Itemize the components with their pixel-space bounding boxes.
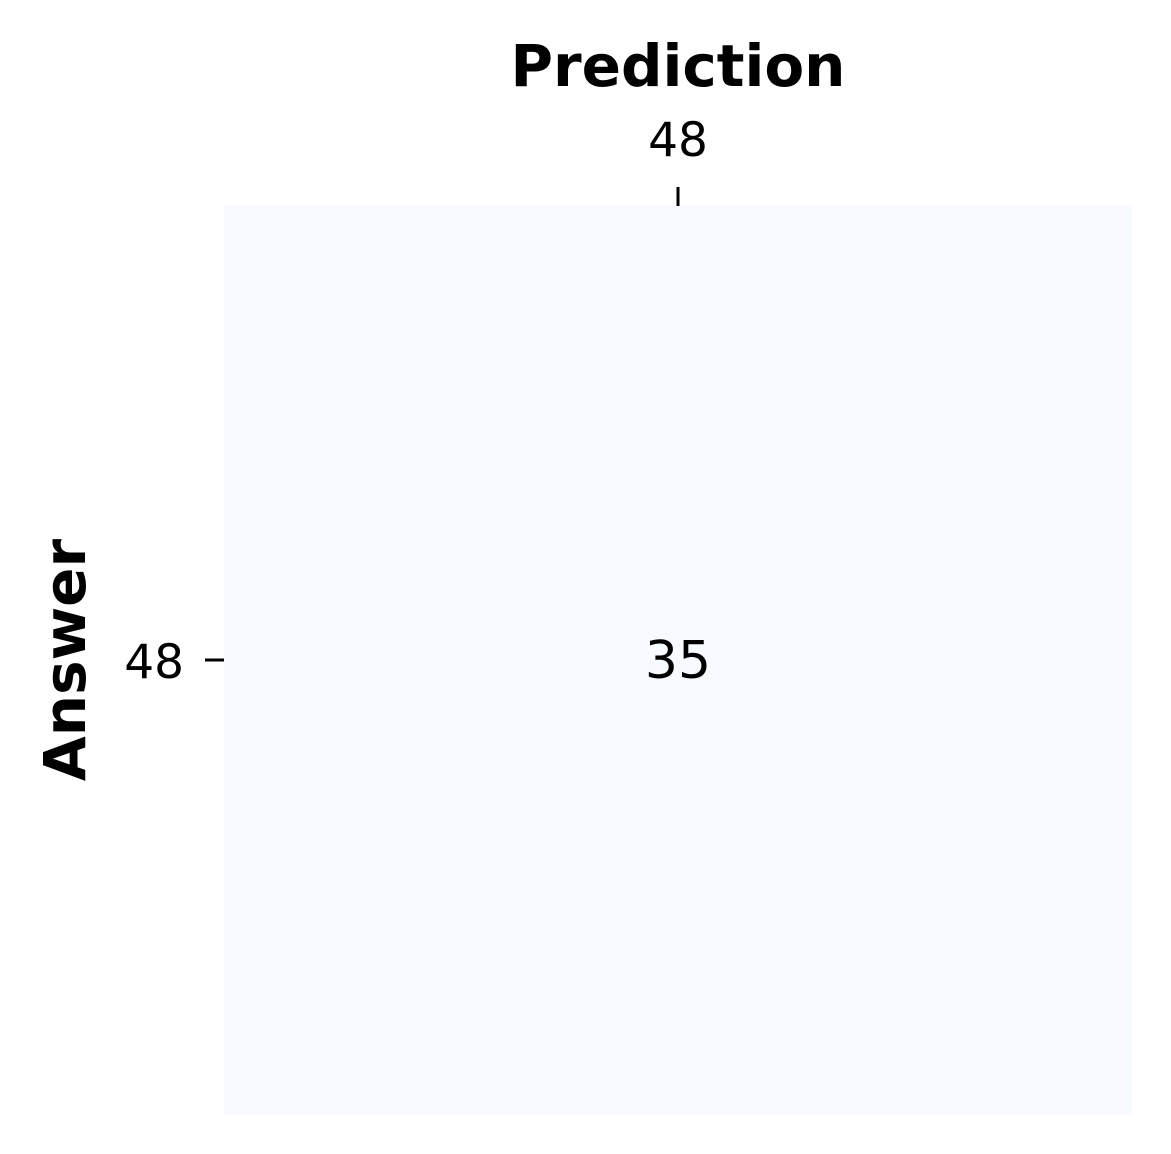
y-tick-label: 48 xyxy=(124,635,184,690)
cell-value-label: 35 xyxy=(645,631,711,691)
y-axis-title: Answer xyxy=(31,538,99,781)
x-axis-title: Prediction xyxy=(511,32,846,100)
heatmap-cell xyxy=(224,206,1132,1114)
x-tick-label: 48 xyxy=(648,113,708,168)
y-axis-ticks: 48 xyxy=(124,635,224,690)
x-axis-ticks: 48 xyxy=(648,113,708,206)
heatmap-cells: 35 xyxy=(224,206,1132,1114)
